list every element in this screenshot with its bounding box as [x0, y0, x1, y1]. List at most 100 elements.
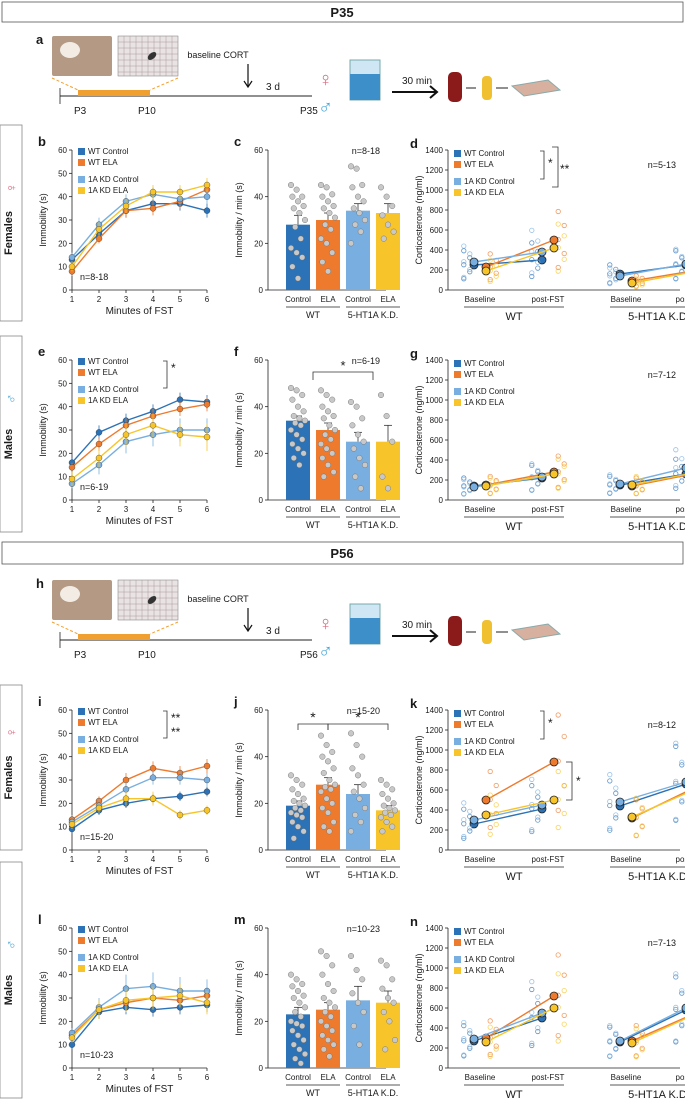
data-dot: [561, 233, 567, 239]
data-dot: [326, 1053, 333, 1060]
data-dot: [607, 778, 613, 784]
data-dot: [390, 999, 397, 1006]
chart-g: g 0 200 400 600 800 1000 1200 1400 Corticosterone…: [410, 346, 685, 533]
data-point: [95, 429, 103, 436]
data-dot: [378, 777, 385, 784]
data-dot: [639, 1030, 645, 1036]
data-dot: [290, 995, 297, 1002]
data-dot: [633, 1023, 639, 1029]
data-dot: [467, 808, 473, 814]
data-dot: [352, 221, 359, 228]
data-dot: [389, 823, 396, 830]
data-dot: [639, 804, 645, 811]
mean-point: [627, 480, 637, 490]
data-dot: [561, 810, 567, 817]
data-dot: [357, 228, 364, 235]
mean-point: [549, 235, 559, 245]
data-dot: [297, 1013, 304, 1020]
data-dot: [493, 821, 499, 828]
data-dot: [529, 828, 535, 835]
data-dot: [633, 473, 639, 480]
y-tick-label: 30: [58, 994, 67, 1003]
y-tick-label: 20: [58, 1017, 67, 1026]
x-tick-label: ELA: [320, 1073, 336, 1082]
panel-letter: l: [38, 912, 42, 927]
data-dot: [633, 795, 639, 801]
sex-tab-2: Females ♀: [0, 684, 23, 851]
mean-point: [469, 1034, 479, 1044]
panel-letter: a: [36, 32, 44, 47]
data-dot: [561, 461, 567, 467]
data-dot: [673, 971, 679, 977]
data-dot: [319, 971, 326, 978]
legend-label: 1A KD Control: [88, 953, 139, 962]
sig-star: **: [171, 711, 181, 725]
data-point: [176, 396, 184, 403]
data-dot: [290, 835, 297, 842]
y-tick-label: 600: [430, 1004, 444, 1013]
data-dot: [288, 971, 295, 978]
mean-point: [681, 463, 685, 473]
data-dot: [302, 1004, 309, 1011]
data-dot: [461, 835, 467, 841]
x-axis-label: Minutes of FST: [106, 516, 174, 527]
data-dot: [555, 456, 561, 462]
data-dot: [487, 277, 493, 283]
sig-star: *: [171, 361, 176, 375]
x-tick-label: ELA: [320, 505, 336, 514]
y-tick-label: 20: [58, 799, 67, 808]
wait-label: 30 min: [402, 76, 432, 87]
panel-letter: h: [36, 576, 44, 591]
x-tick-label: 1: [70, 1073, 75, 1082]
legend-swatch: [454, 388, 461, 395]
series-line: [631, 1016, 685, 1042]
x-tick-label: Baseline: [611, 295, 642, 304]
sig-star: *: [548, 156, 553, 170]
data-dot: [355, 193, 362, 200]
data-dot: [329, 191, 336, 198]
x-tick-label: 6: [205, 295, 210, 304]
data-dot: [296, 999, 303, 1006]
mean-point: [549, 469, 559, 479]
data-dot: [302, 417, 309, 424]
data-dot: [326, 777, 333, 784]
delay-label: 3 d: [266, 82, 280, 93]
group-label: WT: [505, 871, 522, 883]
data-dot: [293, 812, 300, 819]
data-dot: [673, 1004, 679, 1011]
data-dot: [673, 447, 679, 453]
data-dot: [293, 387, 300, 394]
data-dot: [613, 1030, 619, 1036]
data-dot: [529, 249, 535, 255]
y-tick-label: 60: [254, 924, 263, 933]
y-tick-label: 60: [254, 706, 263, 715]
y-tick-label: 0: [259, 846, 264, 855]
data-dot: [323, 392, 330, 399]
data-dot: [355, 999, 362, 1006]
data-dot: [529, 273, 535, 280]
mean-point: [549, 243, 559, 253]
data-dot: [353, 967, 360, 974]
data-dot: [383, 819, 390, 826]
data-dot: [348, 163, 355, 170]
legend-label: 1A KD Control: [464, 737, 515, 746]
legend-swatch: [454, 189, 461, 196]
sex-tab-symbol: ♂: [3, 940, 19, 951]
legend-label: WT ELA: [88, 158, 118, 167]
zoom-guide-lines: [51, 621, 179, 635]
sig-bracket: [163, 710, 168, 739]
data-point: [122, 202, 130, 210]
legend-label: 1A KD Control: [464, 177, 515, 186]
data-dot: [289, 819, 296, 826]
x-tick-label: ELA: [380, 1073, 396, 1082]
data-dot: [529, 227, 535, 233]
y-tick-label: 600: [430, 786, 444, 795]
x-tick-label: 4: [151, 505, 156, 514]
data-dot: [385, 221, 392, 228]
data-dot: [555, 453, 561, 459]
x-tick-label: ELA: [380, 855, 396, 864]
data-dot: [607, 772, 613, 778]
data-dot: [529, 1040, 535, 1046]
y-tick-label: 20: [58, 239, 67, 248]
blood-tube-icon: [448, 72, 462, 102]
